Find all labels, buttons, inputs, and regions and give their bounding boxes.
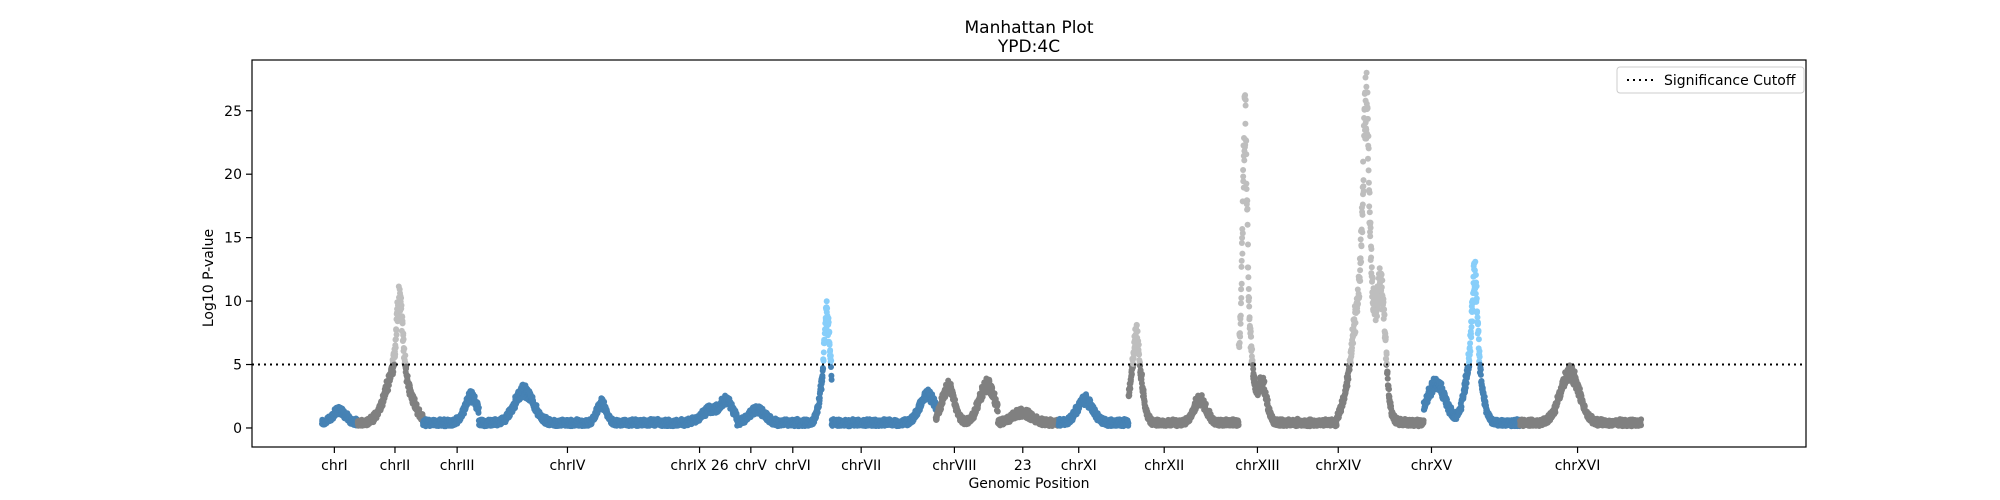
data-point — [398, 295, 405, 301]
data-point — [994, 401, 1001, 408]
data-point — [393, 331, 400, 338]
data-point — [392, 336, 399, 343]
chart-title: Manhattan Plot — [964, 18, 1093, 38]
data-point — [827, 352, 834, 359]
data-point — [401, 345, 408, 352]
chart-subtitle: YPD:4C — [997, 37, 1060, 57]
data-point — [1133, 322, 1140, 329]
data-point — [402, 352, 409, 359]
data-point — [398, 302, 405, 309]
chromosome-points — [1055, 391, 1132, 430]
data-point — [392, 351, 399, 358]
data-points-layer — [319, 69, 1645, 430]
data-point — [819, 374, 826, 381]
data-point — [991, 390, 998, 397]
data-point — [400, 330, 407, 337]
data-point — [1128, 371, 1135, 378]
data-point — [403, 363, 410, 370]
data-point — [820, 357, 827, 364]
chromosome-points — [995, 405, 1062, 429]
data-point — [826, 328, 833, 335]
data-point — [390, 368, 397, 375]
data-point — [475, 404, 482, 411]
data-point — [404, 373, 411, 379]
title-group: Manhattan Plot YPD:4C — [964, 18, 1093, 57]
chromosome-points — [932, 375, 1001, 428]
data-point — [1135, 341, 1142, 348]
data-point — [824, 305, 831, 312]
chromosome-points — [660, 392, 740, 430]
data-point — [391, 361, 398, 368]
data-point — [1139, 371, 1145, 378]
data-point — [392, 344, 399, 351]
data-point — [393, 327, 400, 334]
chromosome-points — [319, 403, 361, 429]
data-point — [399, 320, 406, 327]
data-point — [828, 376, 835, 383]
data-point — [820, 365, 827, 372]
data-point — [818, 386, 825, 393]
data-point — [385, 387, 392, 394]
data-point — [400, 336, 407, 343]
chromosome-points — [733, 403, 779, 429]
data-point — [826, 341, 833, 348]
data-point — [1127, 385, 1134, 392]
data-point — [1134, 328, 1141, 335]
chromosome-points — [828, 386, 939, 430]
chromosome-points — [475, 381, 667, 430]
data-point — [823, 298, 830, 305]
chromosome-points — [354, 283, 426, 429]
data-point — [825, 319, 832, 326]
data-point — [1125, 420, 1132, 427]
data-point — [820, 349, 827, 356]
data-point — [1136, 351, 1143, 358]
chromosome-points — [420, 388, 482, 430]
chromosome-points — [1125, 321, 1242, 430]
data-point — [827, 347, 834, 354]
data-point — [989, 385, 996, 391]
data-point — [828, 357, 835, 364]
data-point — [994, 408, 1001, 415]
